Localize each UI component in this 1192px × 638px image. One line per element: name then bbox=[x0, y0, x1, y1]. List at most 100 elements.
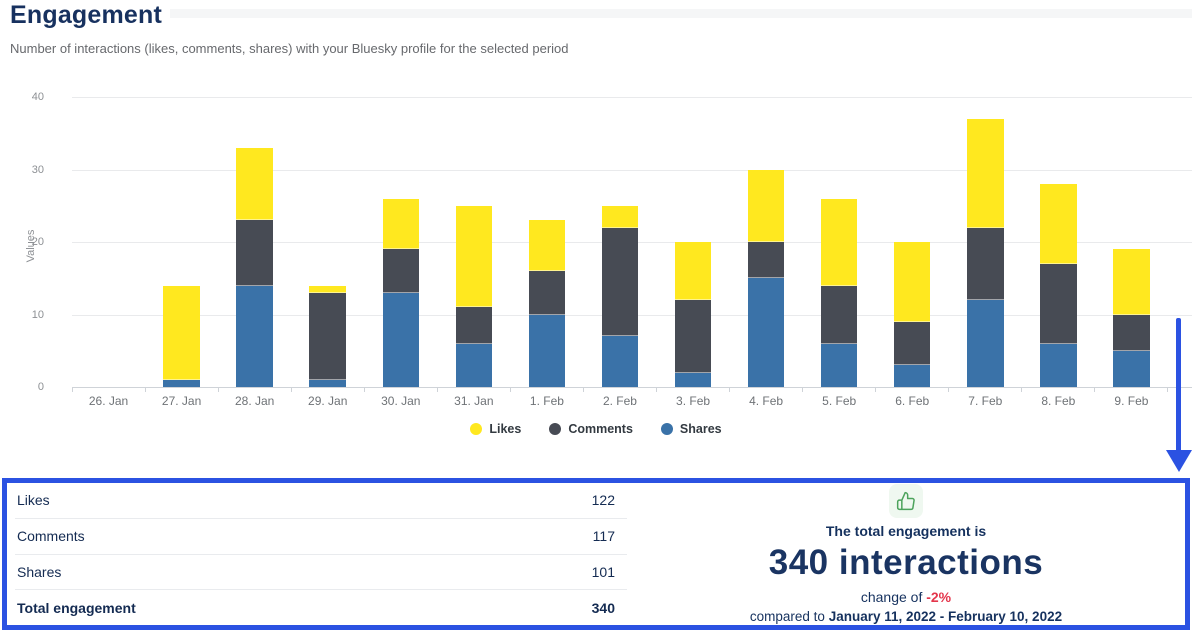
bar-segment-likes[interactable] bbox=[893, 242, 931, 322]
bar-segment-likes[interactable] bbox=[455, 205, 493, 308]
bar-stack bbox=[893, 242, 931, 387]
bar-segment-likes[interactable] bbox=[163, 285, 200, 380]
x-tick-label: 30. Jan bbox=[381, 394, 421, 408]
x-tick bbox=[438, 388, 511, 392]
bar-stack bbox=[601, 205, 639, 387]
row-label: Total engagement bbox=[17, 599, 136, 616]
bar-segment-comments[interactable] bbox=[1040, 263, 1077, 344]
bar-segment-likes[interactable] bbox=[528, 220, 566, 271]
legend-label: Shares bbox=[679, 422, 722, 436]
legend-dot-likes bbox=[470, 423, 483, 435]
bar-column bbox=[657, 97, 730, 387]
x-tick-label: 5. Feb bbox=[822, 394, 857, 408]
row-label: Comments bbox=[17, 528, 85, 545]
y-tick-label: 30 bbox=[31, 163, 44, 176]
gridline bbox=[72, 169, 1192, 171]
engagement-chart: 0 10 20 30 40 Values 26. Jan 27. Jan 28. Jan 29… bbox=[0, 91, 1192, 445]
bar-stack bbox=[528, 220, 566, 387]
row-value: 122 bbox=[591, 492, 615, 509]
bar-segment-comments[interactable] bbox=[528, 271, 566, 315]
change-prefix: change of bbox=[860, 589, 927, 605]
bar-segment-shares[interactable] bbox=[528, 314, 566, 387]
x-tick bbox=[219, 388, 292, 392]
y-tick-label: 20 bbox=[31, 236, 44, 248]
bar-stack bbox=[382, 198, 420, 387]
x-tick-label: 29. Jan bbox=[308, 394, 348, 408]
x-tick bbox=[1095, 388, 1168, 392]
bar-segment-shares[interactable] bbox=[236, 285, 273, 387]
down-arrow-icon bbox=[1176, 318, 1181, 452]
x-tick bbox=[584, 388, 657, 392]
x-tick-label: 4. Feb bbox=[749, 394, 784, 408]
x-axis-ticks bbox=[72, 388, 1168, 392]
bar-segment-likes[interactable] bbox=[1040, 184, 1077, 264]
x-tick-label: 2. Feb bbox=[602, 394, 637, 408]
bar-segment-comments[interactable] bbox=[382, 249, 420, 293]
x-tick bbox=[72, 388, 146, 392]
compared-line: compared to January 11, 2022 - February … bbox=[750, 609, 1062, 624]
legend-dot-shares bbox=[660, 423, 673, 435]
header-divider bbox=[170, 9, 1192, 18]
x-tick-label: 1. Feb bbox=[529, 394, 564, 408]
bar-segment-comments[interactable] bbox=[893, 321, 931, 366]
bar-segment-comments[interactable] bbox=[236, 220, 273, 286]
bar-segment-comments[interactable] bbox=[674, 300, 712, 373]
legend-label: Comments bbox=[568, 422, 633, 436]
bar-column bbox=[949, 97, 1022, 387]
legend-item-shares[interactable]: Shares bbox=[660, 422, 722, 436]
bar-segment-shares[interactable] bbox=[382, 292, 420, 387]
legend-item-comments[interactable]: Comments bbox=[549, 422, 633, 436]
bar-segment-shares[interactable] bbox=[163, 379, 200, 387]
bar-column bbox=[510, 97, 583, 387]
bar-segment-comments[interactable] bbox=[601, 227, 639, 337]
bar-segment-shares[interactable] bbox=[820, 343, 858, 387]
bar-stack bbox=[163, 285, 200, 387]
bar-segment-likes[interactable] bbox=[309, 285, 346, 293]
bar-segment-comments[interactable] bbox=[455, 307, 493, 344]
legend-item-likes[interactable]: Likes bbox=[470, 422, 521, 436]
bar-segment-likes[interactable] bbox=[674, 242, 712, 300]
bar-segment-comments[interactable] bbox=[309, 292, 346, 380]
bar-segment-shares[interactable] bbox=[893, 365, 931, 387]
bar-segment-shares[interactable] bbox=[601, 336, 639, 387]
row-label: Likes bbox=[17, 492, 50, 509]
gridline bbox=[72, 97, 1192, 98]
x-tick-label: 26. Jan bbox=[88, 394, 129, 408]
legend-label: Likes bbox=[489, 422, 522, 436]
bar-segment-likes[interactable] bbox=[1113, 249, 1150, 315]
bar-segment-likes[interactable] bbox=[967, 118, 1004, 228]
bar-segment-comments[interactable] bbox=[820, 285, 858, 344]
bar-stack bbox=[674, 242, 712, 387]
bar-segment-shares[interactable] bbox=[1040, 343, 1077, 387]
bar-segment-comments[interactable] bbox=[747, 242, 785, 279]
row-value: 340 bbox=[591, 599, 615, 616]
bar-stack bbox=[820, 198, 858, 387]
bar-segment-shares[interactable] bbox=[747, 278, 785, 387]
table-row: Comments 117 bbox=[15, 519, 627, 555]
bar-segment-likes[interactable] bbox=[382, 198, 420, 250]
y-axis: 0 10 20 30 40 bbox=[0, 91, 58, 393]
bar-column bbox=[437, 97, 510, 387]
bar-segment-likes[interactable] bbox=[747, 169, 785, 242]
table-row: Likes 122 bbox=[15, 483, 627, 519]
bar-segment-shares[interactable] bbox=[1113, 350, 1150, 387]
x-axis-labels: 26. Jan 27. Jan 28. Jan 29. Jan 30. Jan 31. J… bbox=[72, 394, 1168, 408]
x-tick-label: 7. Feb bbox=[968, 394, 1003, 408]
x-tick-label: 27. Jan bbox=[161, 394, 202, 408]
bar-segment-comments[interactable] bbox=[967, 227, 1004, 300]
bar-segment-likes[interactable] bbox=[236, 147, 273, 221]
bar-segment-shares[interactable] bbox=[967, 300, 1004, 387]
bar-segment-shares[interactable] bbox=[674, 372, 712, 387]
bar-segment-likes[interactable] bbox=[601, 205, 639, 228]
bar-segment-shares[interactable] bbox=[309, 379, 346, 387]
bar-column bbox=[730, 97, 803, 387]
x-tick bbox=[146, 388, 219, 392]
bar-column bbox=[1095, 97, 1168, 387]
legend-dot-comments bbox=[549, 423, 562, 435]
bar-column bbox=[145, 97, 218, 387]
bar-column bbox=[1022, 97, 1095, 387]
bar-segment-comments[interactable] bbox=[1113, 314, 1150, 351]
bar-segment-shares[interactable] bbox=[455, 343, 493, 387]
bar-stack bbox=[309, 285, 346, 387]
bar-segment-likes[interactable] bbox=[820, 198, 858, 286]
